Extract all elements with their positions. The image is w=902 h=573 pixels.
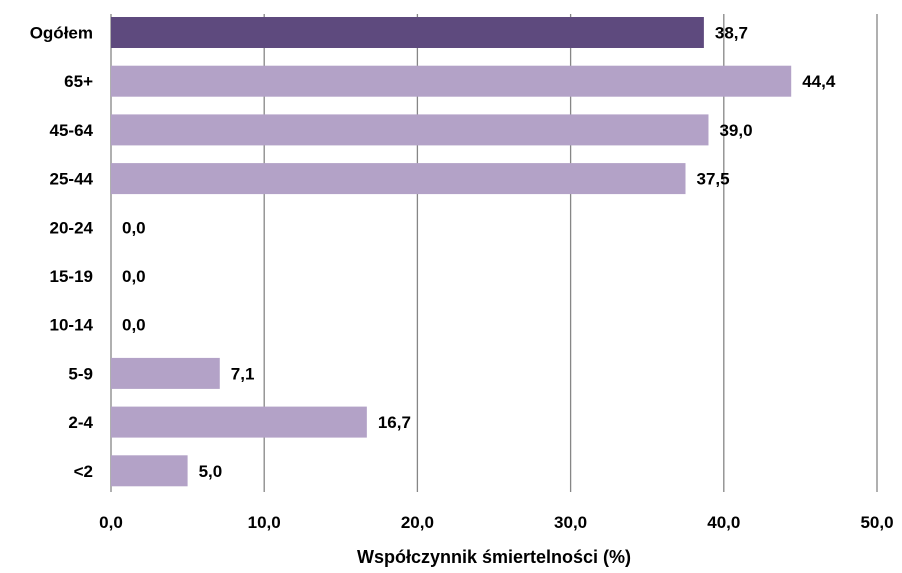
x-tick-label: 30,0 <box>554 513 587 532</box>
value-label: 5,0 <box>199 462 223 481</box>
bar-<2 <box>111 455 188 487</box>
category-label: 10-14 <box>50 316 94 335</box>
bar-25-44 <box>111 163 686 195</box>
value-label: 0,0 <box>122 267 146 286</box>
value-label: 7,1 <box>231 364 255 383</box>
value-label: 39,0 <box>719 121 752 140</box>
value-label: 0,0 <box>122 316 146 335</box>
x-tick-label: 50,0 <box>860 513 893 532</box>
bar-Ogółem <box>111 17 704 48</box>
x-tick-label: 40,0 <box>707 513 740 532</box>
category-label: 2-4 <box>68 413 93 432</box>
bar-45-64 <box>111 114 709 146</box>
category-label: 5-9 <box>68 364 93 383</box>
x-tick-labels: 0,0 10,0 20,0 30,0 40,0 50,0 <box>99 513 893 532</box>
category-label: 15-19 <box>50 267 93 286</box>
bar-5-9 <box>111 357 220 389</box>
bar-2-4 <box>111 406 367 438</box>
value-labels: 38,7 44,4 39,0 37,5 0,0 0,0 0,0 7,1 16,7 5,0 <box>122 24 836 481</box>
x-tick-label: 0,0 <box>99 513 123 532</box>
category-label: 20-24 <box>50 218 94 237</box>
category-label: <2 <box>74 462 93 481</box>
value-label: 38,7 <box>715 24 748 43</box>
category-label: 25-44 <box>50 170 94 189</box>
x-tick-label: 20,0 <box>401 513 434 532</box>
value-label: 37,5 <box>697 170 730 189</box>
x-tick-label: 10,0 <box>248 513 281 532</box>
value-label: 16,7 <box>378 413 411 432</box>
category-label: 45-64 <box>50 121 94 140</box>
category-labels: Ogółem 65+ 45-64 25-44 20-24 15-19 10-14 5-9 2-4… <box>30 24 94 481</box>
bar-65+ <box>111 65 792 97</box>
x-axis-title: Współczynnik śmiertelności (%) <box>357 547 631 567</box>
value-label: 44,4 <box>802 72 836 91</box>
category-label: 65+ <box>64 72 93 91</box>
bars <box>111 17 792 487</box>
category-label: Ogółem <box>30 24 93 43</box>
value-label: 0,0 <box>122 218 146 237</box>
